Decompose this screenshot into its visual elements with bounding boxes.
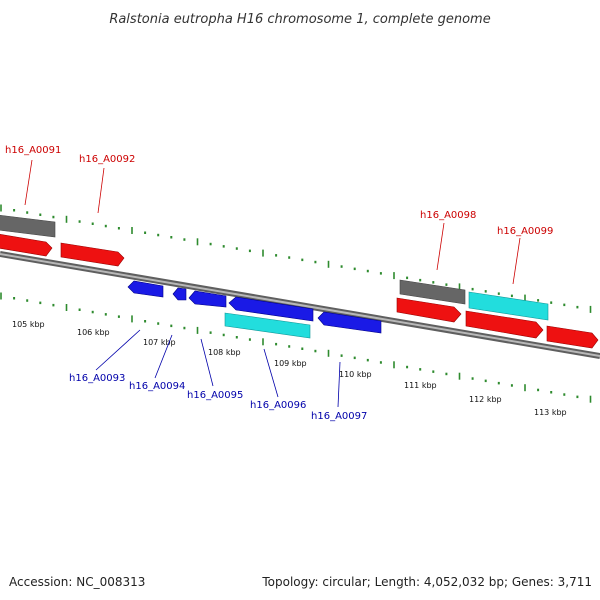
map-title: Ralstonia eutropha H16 chromosome 1, com… xyxy=(109,12,490,27)
gene-arrow[interactable] xyxy=(188,290,227,308)
forward-gene-labels: h16_A0091 h16_A0092 h16_A0098 h16_A0099 xyxy=(5,145,553,285)
accession-text: Accession: NC_008313 xyxy=(9,575,145,589)
reverse-gene-labels: h16_A0093 h16_A0094 h16_A0095 h16_A0096 … xyxy=(69,329,367,422)
gene-arrow[interactable] xyxy=(0,234,53,257)
gene-arrow[interactable] xyxy=(399,279,466,305)
gene-label-h16-a0096[interactable]: h16_A0096 xyxy=(250,400,306,411)
scale-label: 107 kbp xyxy=(143,338,176,347)
gene-label-h16-a0095[interactable]: h16_A0095 xyxy=(187,390,243,401)
gene-label-h16-a0092[interactable]: h16_A0092 xyxy=(79,154,135,165)
gene-label-h16-a0091[interactable]: h16_A0091 xyxy=(5,145,61,156)
forward-genes xyxy=(0,214,599,349)
gene-arrow[interactable] xyxy=(0,214,56,238)
inner-tick-ring xyxy=(0,292,592,403)
reverse-genes xyxy=(127,280,382,339)
gene-label-h16-a0097[interactable]: h16_A0097 xyxy=(311,411,367,422)
scale-label: 112 kbp xyxy=(469,395,502,404)
gene-arrow[interactable] xyxy=(127,280,164,298)
gene-arrow[interactable] xyxy=(396,297,462,323)
outer-tick-ring xyxy=(0,204,592,313)
gene-arrow[interactable] xyxy=(317,311,382,334)
gene-arrow[interactable] xyxy=(172,287,187,301)
gene-arrow[interactable] xyxy=(228,296,314,322)
genome-backbone xyxy=(0,251,600,359)
scale-labels: 105 kbp 106 kbp 107 kbp 108 kbp 109 kbp … xyxy=(12,320,567,417)
gene-arrow[interactable] xyxy=(60,242,125,267)
scale-label: 108 kbp xyxy=(208,348,241,357)
gene-arrow[interactable] xyxy=(546,325,599,349)
genome-summary-text: Topology: circular; Length: 4,052,032 bp… xyxy=(261,575,592,589)
scale-label: 106 kbp xyxy=(77,328,110,337)
scale-label: 110 kbp xyxy=(339,370,372,379)
gene-label-h16-a0093[interactable]: h16_A0093 xyxy=(69,373,125,384)
scale-label: 111 kbp xyxy=(404,381,437,390)
scale-label: 105 kbp xyxy=(12,320,45,329)
gene-label-h16-a0098[interactable]: h16_A0098 xyxy=(420,210,476,221)
gene-arrow[interactable] xyxy=(224,312,311,339)
gene-arrow[interactable] xyxy=(465,310,544,339)
scale-label: 109 kbp xyxy=(274,359,307,368)
gene-label-h16-a0099[interactable]: h16_A0099 xyxy=(497,226,553,237)
scale-label: 113 kbp xyxy=(534,408,567,417)
gene-label-h16-a0094[interactable]: h16_A0094 xyxy=(129,381,185,392)
gene-arrow[interactable] xyxy=(468,291,549,321)
